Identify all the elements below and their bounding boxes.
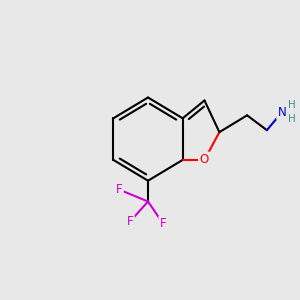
Text: F: F xyxy=(116,183,123,196)
Text: O: O xyxy=(200,153,209,167)
Text: F: F xyxy=(160,217,166,230)
Text: H: H xyxy=(288,100,296,110)
Text: F: F xyxy=(127,215,134,228)
Text: N: N xyxy=(278,106,286,119)
Text: H: H xyxy=(288,114,296,124)
